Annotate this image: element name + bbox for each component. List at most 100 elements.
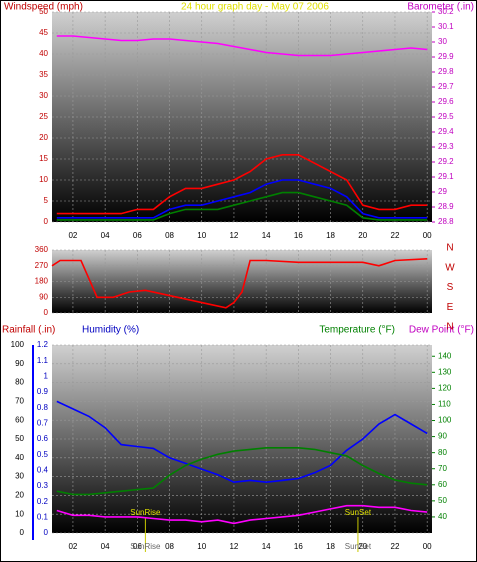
- x-tick-label: 14: [262, 542, 271, 551]
- y-tick-label: 0.8: [37, 403, 49, 412]
- y-tick-label: 10: [39, 175, 48, 184]
- x-tick-label: 00: [423, 542, 432, 551]
- annotation: SunRise: [130, 508, 161, 517]
- y-tick-label: 45: [39, 28, 48, 37]
- y2-tick-label: 100: [438, 416, 452, 425]
- series-line: [56, 191, 428, 221]
- y-tick-label: 50: [15, 434, 24, 443]
- y2-tick-label: 29.3: [438, 142, 454, 151]
- y-tick-label: 30: [39, 91, 48, 100]
- y2-tick-label: 29.2: [438, 157, 454, 166]
- x-tick-label: 12: [229, 231, 238, 240]
- y2-label: Dew Point (°F): [409, 325, 474, 336]
- x-tick-label: 22: [391, 231, 400, 240]
- y2-tick-label: 30.1: [438, 22, 454, 31]
- x-tick-label: 06: [133, 231, 142, 240]
- x-tick-label: 10: [197, 542, 206, 551]
- x-tick-label: 12: [229, 542, 238, 551]
- y-tick-label: 270: [35, 261, 49, 270]
- y-tick-label: 50: [39, 7, 48, 16]
- x-tick-label: 20: [358, 542, 367, 551]
- y-tick-label: 0: [44, 528, 49, 537]
- y2-tick-label: 29.9: [438, 52, 454, 61]
- y-tick-label: 0.2: [37, 497, 49, 506]
- x-tick-label: 06: [133, 542, 142, 551]
- y2-tick-label: 29.7: [438, 82, 454, 91]
- x-tick-label: 22: [391, 542, 400, 551]
- y2-tick-label: 70: [438, 464, 447, 473]
- series-line: [56, 35, 428, 57]
- y-tick-label: 20: [15, 491, 24, 500]
- y-tick-label: 0.6: [37, 434, 49, 443]
- series-line: [56, 447, 428, 496]
- y-tick-label: 1: [44, 371, 49, 380]
- series-line: [56, 400, 428, 484]
- y-tick-label: 0: [20, 528, 25, 537]
- y2-tick-label: 80: [438, 448, 447, 457]
- x-tick-label: 02: [68, 542, 77, 551]
- y-tick-label: 0: [44, 308, 49, 317]
- y-tick-label: 360: [35, 245, 49, 254]
- y-tick-label: 60: [15, 415, 24, 424]
- direction-label: N: [446, 243, 453, 254]
- y-tick-label: 0.1: [37, 512, 49, 521]
- y2-tick-label: 40: [438, 512, 447, 521]
- y-tick-label: 15: [39, 154, 48, 163]
- x-tick-label: 18: [326, 231, 335, 240]
- y-label: Humidity (%): [82, 325, 139, 336]
- series-line: [51, 258, 428, 309]
- y-tick-label: 90: [39, 292, 48, 301]
- annotation: SunSet: [345, 542, 372, 551]
- annotation: SunRise: [130, 542, 161, 551]
- chart-title: 24 hour graph day - May 07 2006: [181, 2, 329, 13]
- x-tick-label: 20: [358, 231, 367, 240]
- x-tick-label: 16: [294, 231, 303, 240]
- x-tick-label: 04: [101, 231, 110, 240]
- y2-label: Barometer (.in): [407, 2, 474, 13]
- y-label: Windspeed (mph): [4, 2, 83, 13]
- y2-tick-label: 28.8: [438, 217, 454, 226]
- x-tick-label: 10: [197, 231, 206, 240]
- y-label: Rainfall (.in): [2, 325, 55, 336]
- y2-tick-label: 29: [438, 187, 447, 196]
- annotation: SunSet: [345, 508, 372, 517]
- y-tick-label: 90: [15, 359, 24, 368]
- series-line: [56, 504, 428, 525]
- x-tick-label: 00: [423, 231, 432, 240]
- y2-tick-label: 110: [438, 400, 451, 409]
- y2-tick-label: 140: [438, 351, 452, 360]
- y-tick-label: 5: [44, 196, 49, 205]
- series-line: [56, 179, 428, 219]
- y2-tick-label: 29.8: [438, 67, 454, 76]
- y-tick-label: 35: [39, 70, 48, 79]
- y2-tick-label: 120: [438, 383, 452, 392]
- y-tick-label: 80: [15, 378, 24, 387]
- y-tick-label: 30: [15, 472, 24, 481]
- direction-label: E: [447, 302, 454, 313]
- y-tick-label: 1.1: [37, 356, 49, 365]
- y-tick-label: 0.3: [37, 481, 49, 490]
- y-tick-label: 40: [39, 49, 48, 58]
- y2-label: Temperature (°F): [319, 325, 395, 336]
- y-tick-label: 180: [35, 277, 49, 286]
- y2-tick-label: 30.2: [438, 7, 454, 16]
- y-tick-label: 0.9: [37, 387, 49, 396]
- y2-tick-label: 30: [438, 37, 447, 46]
- y2-tick-label: 60: [438, 480, 447, 489]
- y2-tick-label: 130: [438, 367, 452, 376]
- x-tick-label: 14: [262, 231, 271, 240]
- series-line: [56, 154, 428, 215]
- x-tick-label: 02: [68, 231, 77, 240]
- direction-label: W: [445, 262, 455, 273]
- direction-label: S: [447, 282, 454, 293]
- y2-tick-label: 29.1: [438, 172, 454, 181]
- y-tick-label: 100: [11, 340, 25, 349]
- y2-tick-label: 29.5: [438, 112, 454, 121]
- y-tick-label: 25: [39, 112, 48, 121]
- direction-label: N: [446, 322, 453, 333]
- x-tick-label: 08: [165, 231, 174, 240]
- y-tick-label: 0: [44, 217, 49, 226]
- x-tick-label: 08: [165, 542, 174, 551]
